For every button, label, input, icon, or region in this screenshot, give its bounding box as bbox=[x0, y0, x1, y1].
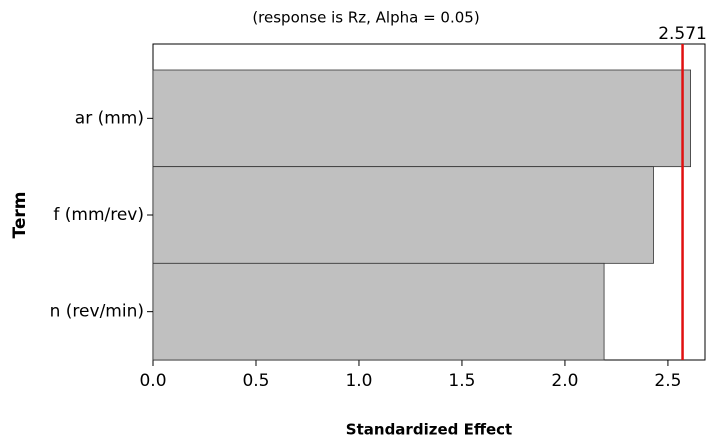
chart-subtitle: (response is Rz, Alpha = 0.05) bbox=[252, 9, 479, 27]
bar bbox=[152, 69, 691, 168]
y-tick-label: f (mm/rev) bbox=[53, 205, 144, 225]
y-axis-label: Term bbox=[10, 192, 30, 239]
bar bbox=[152, 262, 605, 361]
x-axis-label: Standardized Effect bbox=[346, 421, 512, 439]
x-tick-label: 2.5 bbox=[654, 371, 681, 391]
bar bbox=[152, 166, 654, 264]
x-tick-label: 1.0 bbox=[345, 371, 372, 391]
y-tick-label: n (rev/min) bbox=[50, 302, 144, 322]
y-tick-label: ar (mm) bbox=[75, 108, 144, 128]
x-tick-label: 0.5 bbox=[242, 371, 269, 391]
x-tick-label: 1.5 bbox=[448, 371, 475, 391]
x-tick-label: 0.0 bbox=[139, 371, 166, 391]
x-tick-label: 2.0 bbox=[551, 371, 578, 391]
reference-label: 2.571 bbox=[658, 24, 707, 44]
